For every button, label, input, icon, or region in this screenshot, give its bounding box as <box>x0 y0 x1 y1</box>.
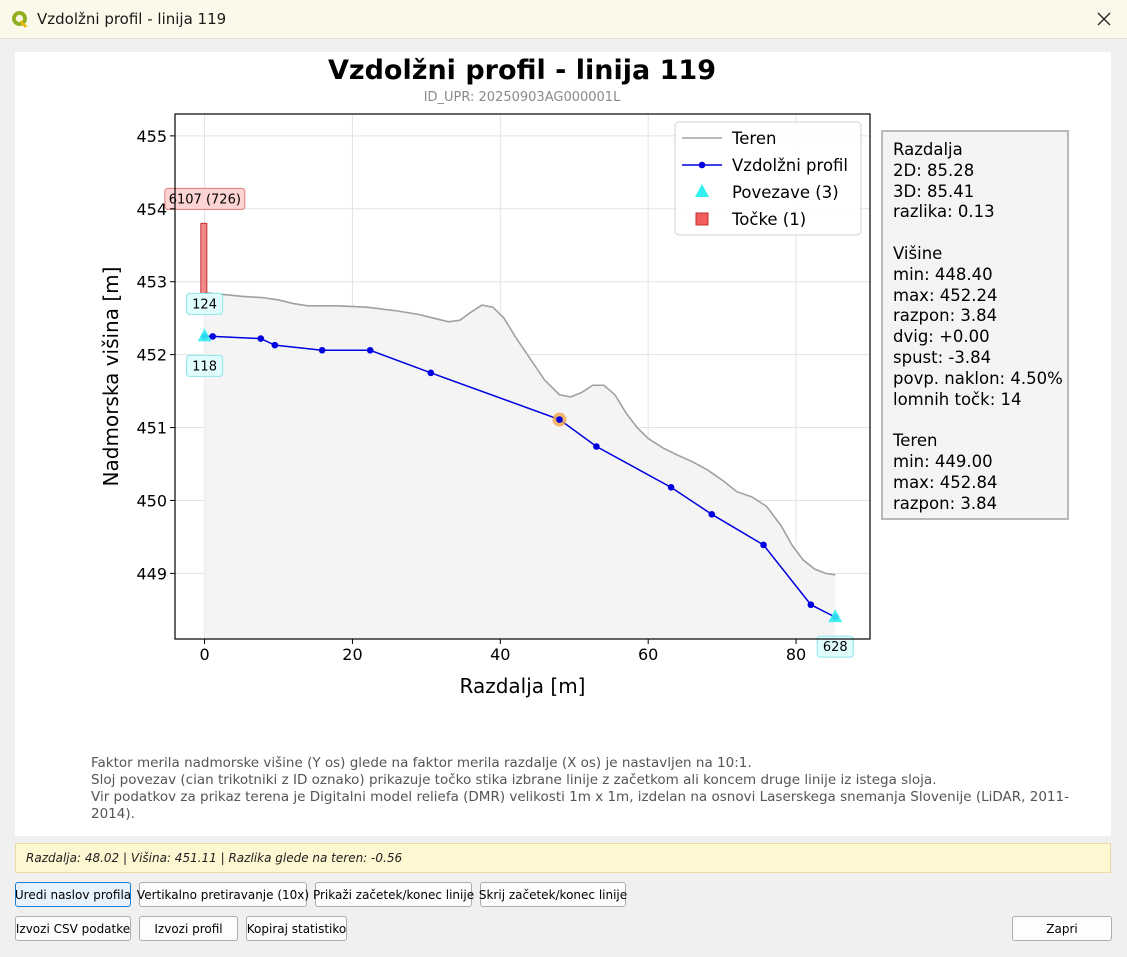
y-tick-label: 453 <box>136 273 167 292</box>
cursor-status-bar: Razdalja: 48.02 | Višina: 451.11 | Razli… <box>15 843 1111 873</box>
x-tick-label: 60 <box>638 645 658 664</box>
profile-chart[interactable]: Vzdolžni profil - linija 119 ID_UPR: 202… <box>15 52 1111 712</box>
povezava-marker <box>828 609 843 623</box>
x-tick-label: 20 <box>342 645 362 664</box>
edit-title-button[interactable]: Uredi naslov profila <box>15 882 131 907</box>
hide-line-ends-button[interactable]: Skrij začetek/konec linije <box>479 882 627 907</box>
stats-heights-header: Višine <box>893 243 943 263</box>
tocka-marker <box>200 222 208 297</box>
y-tick-label: 452 <box>136 346 167 365</box>
legend-marker-profil <box>698 161 706 169</box>
profile-point <box>366 346 374 354</box>
y-axis-label: Nadmorska višina [m] <box>99 267 123 487</box>
stats-breakpoints: lomnih točk: 14 <box>893 389 1022 409</box>
stats-distance-3d: 3D: 85.41 <box>893 181 975 201</box>
annotation-box <box>816 635 854 658</box>
stats-ascent: dvig: +0.00 <box>893 327 990 347</box>
legend-label: Točke (1) <box>731 210 806 229</box>
profile-point <box>708 511 716 518</box>
annotation-label: 628 <box>816 635 854 658</box>
close-icon <box>1097 12 1111 26</box>
legend-label: Povezave (3) <box>732 183 839 202</box>
y-tick-label: 454 <box>136 200 167 219</box>
stats-heights-min: min: 448.40 <box>893 264 993 284</box>
stats-terrain-min: min: 449.00 <box>893 451 993 471</box>
note-line: Vir podatkov za prikaz terena je Digital… <box>91 789 1069 822</box>
export-csv-button[interactable]: Izvozi CSV podatke <box>15 916 131 941</box>
stats-heights-range: razpon: 3.84 <box>893 306 998 326</box>
note-line: Faktor merila nadmorske višine (Y os) gl… <box>91 755 752 771</box>
y-tick-label: 455 <box>136 127 167 146</box>
legend-box <box>674 121 862 236</box>
stats-avg-slope: povp. naklon: 4.50% <box>893 368 1063 388</box>
stats-terrain-range: razpon: 3.84 <box>893 493 998 513</box>
legend-label: Teren <box>731 129 776 148</box>
profile-point <box>556 416 563 423</box>
window-titlebar: Vzdolžni profil - linija 119 <box>0 0 1127 39</box>
profile-point <box>593 443 600 450</box>
close-button[interactable] <box>1089 4 1119 34</box>
stats-terrain-max: max: 452.84 <box>893 472 998 492</box>
y-tick-label: 449 <box>136 564 167 583</box>
stats-terrain-header: Teren <box>893 431 938 451</box>
chart-legend: Teren Vzdolžni profil Povezave (3) Točke (1… <box>674 121 862 236</box>
legend-label: Vzdolžni profil <box>732 156 848 175</box>
x-tick-label: 40 <box>490 645 510 664</box>
profile-point <box>257 335 265 342</box>
figure-notes: Faktor merila nadmorske višine (Y os) gl… <box>91 755 1091 823</box>
profile-point <box>667 484 675 491</box>
annotation-text: 124 <box>192 297 217 312</box>
stats-heights-max: max: 452.24 <box>893 285 998 305</box>
annotation-text: 118 <box>192 359 217 374</box>
export-profile-button[interactable]: Izvozi profil <box>139 916 238 941</box>
annotation-label: 124 <box>186 292 224 315</box>
y-tick-label: 450 <box>136 491 167 510</box>
y-tick-label: 451 <box>136 419 167 438</box>
terrain-fill <box>204 292 836 639</box>
window-title: Vzdolžni profil - linija 119 <box>37 10 227 28</box>
stats-distance-diff: razlika: 0.13 <box>893 202 995 222</box>
x-tick-label: 0 <box>199 645 209 664</box>
x-axis-label: Razdalja [m] <box>460 674 586 698</box>
series-line-teren <box>204 291 836 576</box>
profile-point <box>427 369 435 377</box>
legend-marker-povezave <box>695 184 709 197</box>
plot-frame <box>174 113 871 640</box>
x-tick-label: 80 <box>786 645 806 664</box>
qgis-icon <box>12 11 28 28</box>
stats-descent: spust: -3.84 <box>893 347 992 367</box>
close-dialog-button[interactable]: Zapri <box>1012 916 1112 941</box>
annotation-box <box>164 187 246 210</box>
profile-point <box>760 541 767 549</box>
profile-point <box>318 346 326 354</box>
annotation-box <box>186 354 224 377</box>
profile-figure: Vzdolžni profil - linija 119 ID_UPR: 202… <box>15 52 1111 836</box>
chart-title: Vzdolžni profil - linija 119 <box>328 55 716 86</box>
legend-marker-tocke <box>695 212 709 226</box>
statistics-panel: Razdalja 2D: 85.28 3D: 85.41 razlika: 0.… <box>881 130 1069 520</box>
annotation-label: 6107 (726) <box>164 187 246 210</box>
copy-statistics-button[interactable]: Kopiraj statistiko <box>246 916 347 941</box>
annotation-box <box>186 292 224 315</box>
annotation-label: 118 <box>186 354 224 377</box>
profile-point <box>271 341 279 349</box>
annotation-text: 6107 (726) <box>169 192 241 207</box>
profile-point <box>209 333 217 340</box>
show-line-ends-button[interactable]: Prikaži začetek/konec linije <box>313 882 474 907</box>
profile-point <box>807 601 815 609</box>
annotation-text: 628 <box>823 640 848 655</box>
stats-distance-header: Razdalja <box>893 140 963 159</box>
note-line: Sloj povezav (cian trikotniki z ID oznak… <box>91 772 937 788</box>
chart-subtitle: ID_UPR: 20250903AG000001L <box>424 90 621 105</box>
povezava-marker <box>197 328 212 342</box>
vertical-exaggeration-button[interactable]: Vertikalno pretiravanje (10x) <box>137 882 309 907</box>
stats-distance-2d: 2D: 85.28 <box>893 160 975 180</box>
